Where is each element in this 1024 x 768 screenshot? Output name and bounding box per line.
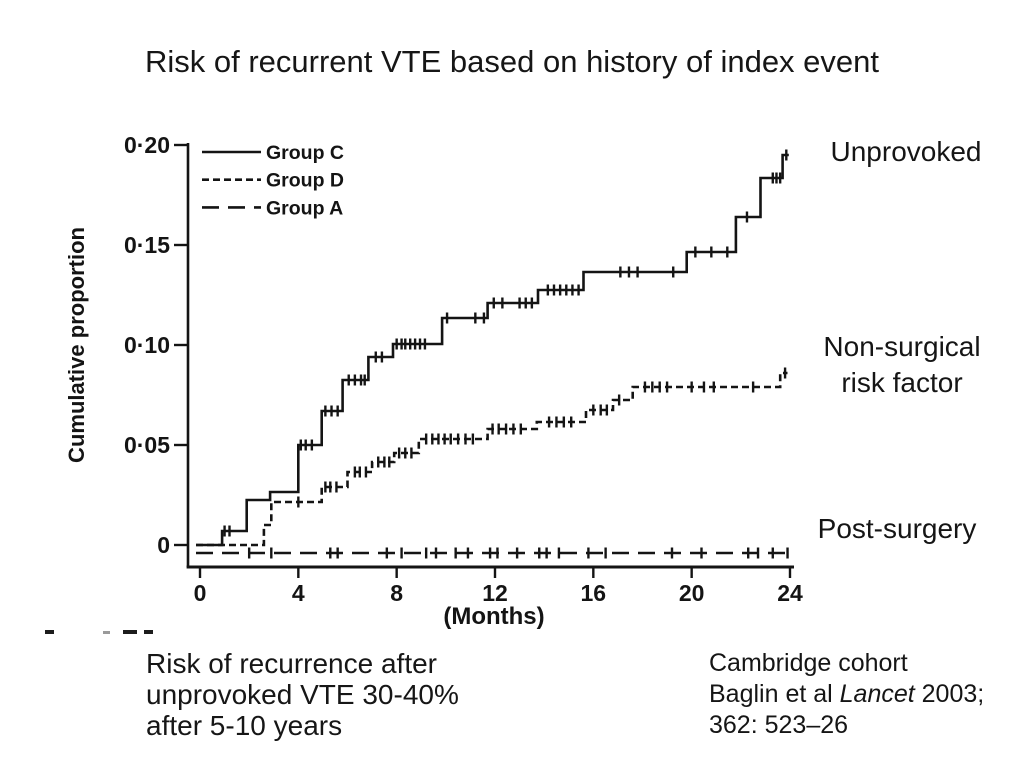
footnote-line: after 5-10 years [146, 710, 343, 741]
legend-label: Group D [266, 170, 344, 192]
x-tick-label: 4 [292, 580, 305, 606]
x-tick-label: 24 [777, 580, 803, 606]
curve-label-non-surgical: Non-surgical risk factor [788, 329, 1016, 401]
legend-label: Group A [266, 197, 343, 219]
y-tick-label: 0·05 [124, 432, 170, 458]
citation-reference: Baglin et al Lancet 2003; [709, 680, 985, 708]
curve-label-unprovoked: Unprovoked [798, 134, 1014, 170]
footnote-recurrence-risk: Risk of recurrence after unprovoked VTE … [146, 648, 459, 741]
x-tick-label: 0 [194, 580, 207, 606]
curve-label-post-surgery-text: Post-surgery [817, 513, 977, 544]
scan-artifact-dash [144, 630, 153, 634]
x-tick-label: 8 [390, 580, 403, 606]
series-group-d [196, 371, 788, 547]
legend-label: Group C [266, 142, 344, 164]
footnote-line: unprovoked VTE 30-40% [146, 679, 459, 710]
y-tick-label: 0·20 [124, 132, 170, 158]
x-tick-label: 20 [679, 580, 705, 606]
citation-pages: 362: 523–26 [709, 711, 849, 739]
curve-label-non-surgical-line2: risk factor [841, 367, 963, 398]
citation-journal: Lancet [839, 680, 915, 708]
curve-label-unprovoked-text: Unprovoked [830, 136, 982, 167]
y-axis-title: Cumulative proportion [64, 227, 89, 463]
scan-artifact-dash [123, 630, 137, 634]
scan-artifact-dash [45, 630, 54, 634]
citation-cohort: Cambridge cohort [709, 649, 908, 677]
y-tick-label: 0 [157, 532, 170, 558]
x-axis-title: (Months) [443, 603, 544, 630]
scan-artifact-dash [103, 631, 110, 634]
x-tick-label: 12 [482, 580, 508, 606]
citation-block: Cambridge cohort Baglin et al Lancet 200… [709, 648, 984, 741]
x-tick-label: 16 [581, 580, 607, 606]
y-tick-label: 0·15 [124, 232, 170, 258]
curve-label-post-surgery: Post-surgery [786, 511, 1008, 547]
slide-title: Risk of recurrent VTE based on history o… [144, 44, 880, 79]
footnote-line: Risk of recurrence after [146, 648, 437, 679]
series-group-c [196, 153, 789, 547]
curve-label-non-surgical-line1: Non-surgical [823, 331, 981, 362]
y-tick-label: 0·10 [124, 332, 170, 358]
